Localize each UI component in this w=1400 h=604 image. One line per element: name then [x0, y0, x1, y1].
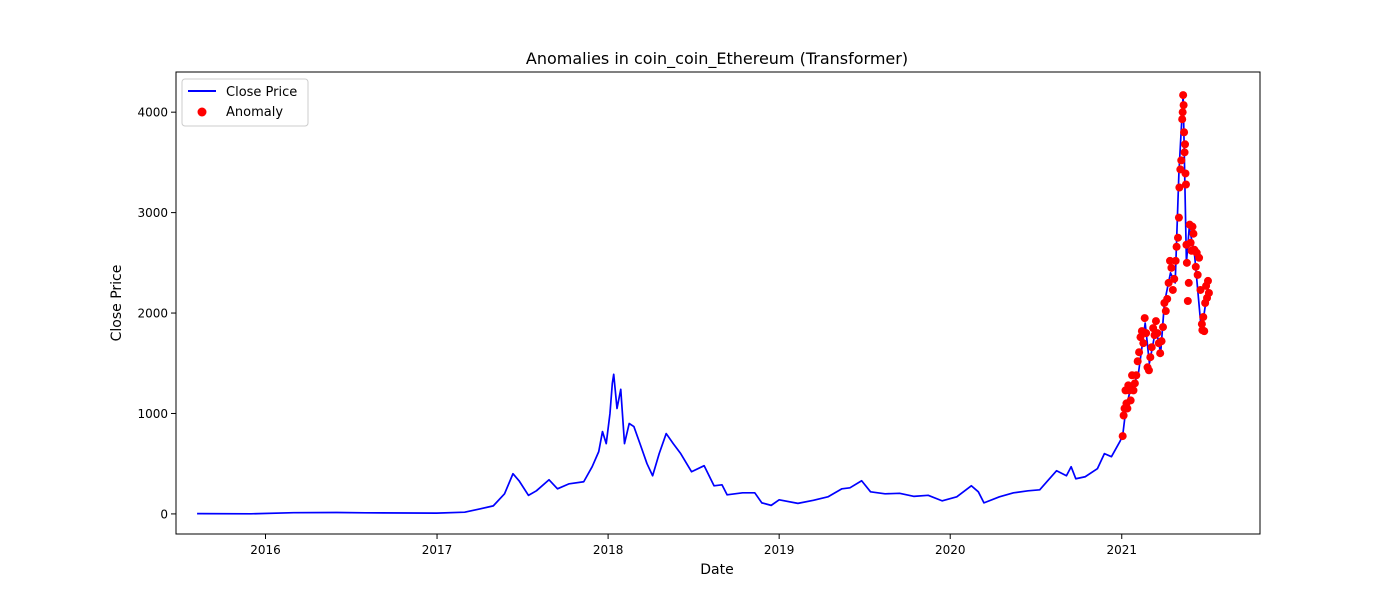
anomaly-point: [1196, 285, 1205, 294]
anomaly-point: [1199, 313, 1208, 322]
legend-dot-marker: [197, 107, 207, 117]
anomaly-point: [1126, 396, 1135, 405]
x-tick-label: 2018: [593, 543, 624, 557]
y-axis-label: Close Price: [109, 265, 125, 342]
y-tick-label: 4000: [137, 106, 168, 120]
anomaly-point: [1200, 327, 1209, 336]
anomaly-point: [1180, 128, 1189, 137]
anomaly-point: [1136, 333, 1145, 342]
anomaly-point: [1183, 296, 1192, 305]
anomaly-point: [1174, 213, 1183, 222]
y-tick-label: 3000: [137, 206, 168, 220]
y-tick-label: 1000: [137, 407, 168, 421]
x-tick-label: 2017: [422, 543, 453, 557]
anomaly-point: [1151, 317, 1160, 326]
anomaly-point: [1180, 148, 1189, 157]
anomaly-point: [1197, 320, 1206, 329]
y-tick-label: 2000: [137, 307, 168, 321]
anomaly-point: [1167, 263, 1176, 272]
anomaly-point: [1142, 329, 1151, 338]
chart-title: Anomalies in coin_coin_Ethereum (Transfo…: [526, 49, 908, 69]
anomaly-point: [1204, 288, 1213, 297]
x-axis-label: Date: [700, 562, 733, 578]
anomaly-point: [1181, 140, 1190, 149]
anomaly-point: [1158, 323, 1167, 332]
anomaly-point: [1186, 238, 1195, 247]
anomaly-point: [1195, 253, 1204, 262]
anomaly-point: [1139, 339, 1148, 348]
anomaly-point: [1132, 371, 1141, 380]
anomaly-point: [1189, 229, 1198, 238]
x-tick-label: 2020: [935, 543, 966, 557]
anomaly-point: [1163, 294, 1172, 303]
anomaly-point: [1178, 115, 1187, 124]
anomaly-point: [1193, 270, 1202, 279]
anomaly-point: [1146, 353, 1155, 362]
anomaly-point: [1161, 307, 1170, 316]
legend: Close Price Anomaly: [181, 78, 309, 127]
x-tick-label: 2021: [1106, 543, 1137, 557]
plot-frame: [175, 71, 1261, 535]
anomaly-point: [1177, 156, 1186, 165]
x-tick-label: 2016: [250, 543, 281, 557]
anomaly-point: [1135, 348, 1144, 357]
anomaly-point: [1168, 285, 1177, 294]
y-tick-label: 0: [160, 507, 168, 521]
axes: 2016 2017 2018 2019 2020 2021 0 1000 2000 3000 400…: [137, 106, 1137, 557]
anomaly-point: [1184, 278, 1193, 287]
anomaly-point: [1153, 329, 1162, 338]
anomaly-point: [1191, 262, 1200, 271]
anomaly-point: [1164, 278, 1173, 287]
anomaly-point: [1123, 404, 1132, 413]
x-tick-label: 2019: [764, 543, 795, 557]
anomaly-point: [1166, 256, 1175, 265]
anomaly-point: [1144, 366, 1153, 375]
anomaly-point: [1179, 101, 1188, 110]
anomaly-point: [1181, 169, 1190, 178]
anomaly-point: [1203, 276, 1212, 285]
anomaly-point: [1181, 180, 1190, 189]
anomaly-point: [1171, 256, 1180, 265]
legend-label-close-price: Close Price: [226, 85, 297, 100]
anomaly-point: [1188, 222, 1197, 231]
anomaly-point: [1157, 337, 1166, 346]
anomaly-point: [1133, 357, 1142, 366]
legend-label-anomaly: Anomaly: [226, 105, 283, 120]
anomaly-point: [1147, 343, 1156, 352]
anomaly-point: [1178, 108, 1187, 117]
anomaly-point: [1170, 274, 1179, 283]
anomaly-point: [1179, 91, 1188, 100]
anomaly-point: [1119, 411, 1128, 420]
anomaly-point: [1130, 379, 1139, 388]
anomaly-point: [1173, 233, 1182, 242]
anomaly-point: [1175, 183, 1184, 192]
anomaly-point: [1156, 349, 1165, 358]
anomaly-point: [1118, 432, 1127, 441]
anomaly-point: [1140, 314, 1149, 323]
anomaly-point: [1172, 242, 1181, 251]
anomaly-point: [1182, 258, 1191, 267]
plot-content: [197, 91, 1213, 515]
anomaly-point: [1129, 386, 1138, 395]
